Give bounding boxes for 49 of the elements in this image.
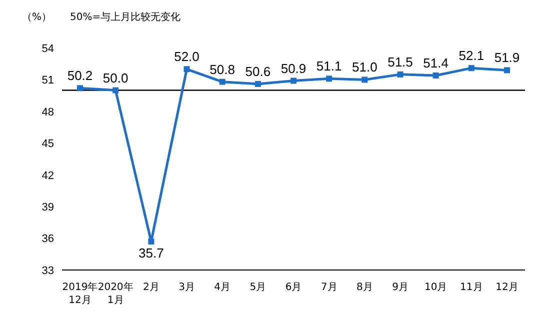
data-label: 52.0 [174, 49, 200, 64]
data-label: 51.0 [352, 60, 378, 75]
y-axis-title: （%） [22, 11, 52, 24]
x-tick-label: 4月 [214, 282, 231, 293]
data-label: 35.7 [138, 245, 164, 260]
point [219, 78, 226, 85]
y-tick-label: 39 [42, 201, 54, 214]
point [362, 76, 368, 83]
x-tick-label: 5月 [250, 282, 266, 293]
point [77, 85, 83, 92]
x-tick-label: 6月 [285, 282, 302, 293]
data-label: 51.4 [423, 55, 448, 70]
point [254, 80, 261, 87]
data-label: 51.9 [494, 50, 520, 66]
y-tick-label: 33 [42, 264, 54, 277]
x-tick-label: 3月 [178, 282, 195, 293]
data-label: 50.0 [102, 70, 128, 86]
data-label: 51.1 [316, 58, 342, 74]
y-tick-label: 51 [42, 74, 54, 87]
point [432, 72, 439, 78]
x-tick-label: 8月 [356, 282, 373, 293]
data-label: 50.9 [280, 60, 306, 76]
x-tick-label: 10月 [424, 282, 448, 293]
x-tick-label: 2020年 1月 [98, 281, 134, 306]
data-label: 50.6 [245, 64, 271, 79]
y-tick-label: 54 [42, 42, 54, 55]
point [184, 66, 190, 72]
x-tick-label: 11月 [460, 282, 483, 293]
point [326, 76, 332, 82]
point [148, 238, 154, 244]
data-label: 52.1 [458, 48, 484, 64]
x-tick-label: 12月 [496, 282, 518, 293]
text: 50%=与上月比较无变化 [70, 10, 181, 24]
y-tick-label: 36 [42, 233, 54, 246]
point [397, 71, 404, 78]
data-label: 50.2 [67, 68, 93, 84]
point [290, 78, 296, 84]
y-tick-label: 48 [42, 106, 54, 118]
x-tick-label: 2月 [142, 282, 160, 293]
point [468, 65, 474, 72]
data-label: 50.8 [210, 62, 235, 77]
x-tick-label: 2019年 12月 [62, 281, 98, 306]
data-label: 51.5 [388, 54, 413, 70]
x-tick-label: 9月 [392, 282, 408, 293]
point [504, 67, 510, 74]
x-tick-label: 7月 [320, 282, 338, 293]
point [112, 87, 119, 94]
y-tick-label: 45 [42, 138, 54, 150]
y-tick-label: 42 [42, 170, 54, 182]
